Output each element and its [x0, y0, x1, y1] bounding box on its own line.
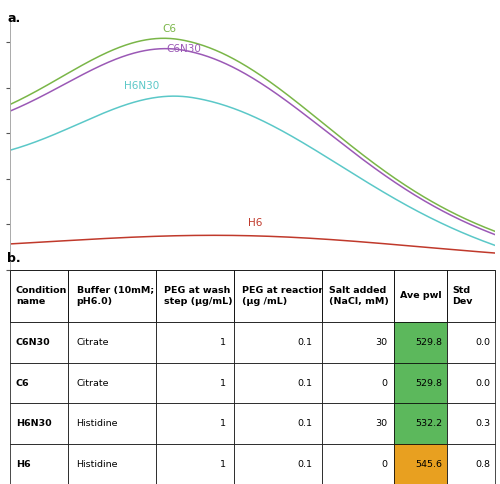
Text: a.: a.	[8, 12, 21, 25]
Text: C6N30: C6N30	[166, 45, 202, 54]
Text: b.: b.	[8, 252, 21, 265]
X-axis label: Wavelength (nm): Wavelength (nm)	[204, 294, 301, 304]
Text: H6N30: H6N30	[124, 81, 159, 91]
Text: C6: C6	[163, 24, 177, 34]
Text: H6: H6	[248, 218, 262, 228]
